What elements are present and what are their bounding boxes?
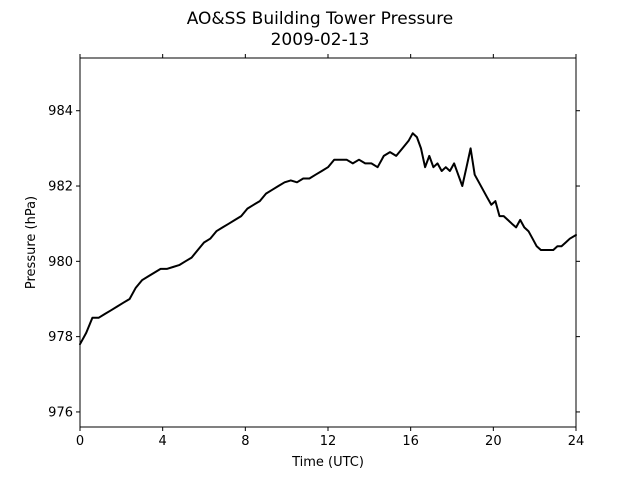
x-tick-label: 20	[485, 434, 502, 449]
y-tick-label: 980	[48, 255, 73, 270]
x-tick-label: 24	[568, 434, 585, 449]
chart-subtitle: 2009-02-13	[271, 30, 370, 50]
y-tick-label: 982	[48, 180, 73, 195]
y-tick-label: 984	[48, 104, 73, 119]
x-tick-label: 16	[402, 434, 419, 449]
x-axis-label: Time (UTC)	[291, 455, 364, 470]
y-tick-label: 976	[48, 405, 73, 420]
ticks-layer: 0 4 8 12 16 20 24 976 978 980 982 984	[48, 54, 584, 449]
y-tick-label: 978	[48, 330, 73, 345]
y-axis-label: Pressure (hPa)	[24, 196, 39, 289]
plot-frame	[79, 57, 577, 428]
x-tick-label: 8	[241, 434, 249, 449]
pressure-series-line	[79, 132, 577, 346]
x-tick-label: 0	[76, 434, 84, 449]
x-tick-label: 4	[159, 434, 167, 449]
chart-title: AO&SS Building Tower Pressure	[187, 9, 454, 29]
x-tick-label: 12	[320, 434, 337, 449]
